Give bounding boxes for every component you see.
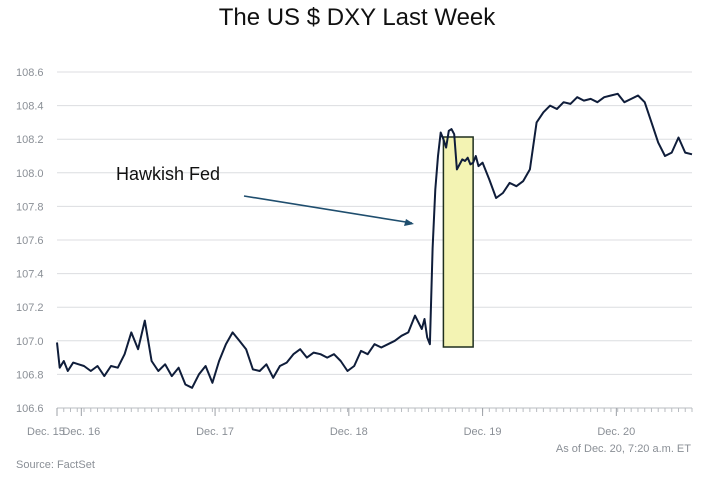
y-tick-label: 108.2 (16, 134, 44, 146)
x-tick-label: Dec. 18 (330, 426, 368, 438)
y-tick-label: 107.6 (16, 235, 44, 247)
highlight-box (442, 136, 474, 348)
grid-layer (57, 71, 692, 375)
series-line (56, 92, 693, 389)
source-label: Source: FactSet (16, 459, 95, 471)
y-tick-label: 108.4 (16, 101, 44, 113)
x-tick-label: Dec. 15 (27, 426, 65, 438)
axis-layer: 106.6 106.8 107.0 107.2 107.4 107.6 107.8 108.0… (16, 67, 693, 438)
line-layer (56, 92, 693, 389)
x-tick-label: Dec. 20 (597, 426, 635, 438)
annotation-arrow-shaft (243, 195, 413, 224)
annotation-hawkish-fed: Hawkish Fed (116, 164, 220, 184)
footer-timestamp: As of Dec. 20, 7:20 a.m. ET (556, 443, 691, 455)
x-tick-label: Dec. 17 (196, 426, 234, 438)
y-tick-label: 108.0 (16, 168, 44, 180)
x-tick-label: Dec. 16 (62, 426, 100, 438)
y-tick-label: 108.6 (16, 67, 44, 79)
y-tick-label: 107.0 (16, 336, 44, 348)
y-tick-label: 107.8 (16, 201, 44, 213)
y-tick-label: 106.8 (16, 369, 44, 381)
footer-layer: As of Dec. 20, 7:20 a.m. ET Source: Fact… (16, 443, 691, 471)
y-tick-label: 106.6 (16, 403, 44, 415)
x-tick-label: Dec. 19 (464, 426, 502, 438)
chart-title: The US $ DXY Last Week (218, 4, 496, 31)
annotation-arrow-head (404, 219, 414, 226)
annotation-layer: Hawkish Fed (116, 164, 414, 226)
y-tick-label: 107.4 (16, 269, 44, 281)
y-tick-label: 107.2 (16, 302, 44, 314)
highlight-layer (442, 136, 474, 348)
